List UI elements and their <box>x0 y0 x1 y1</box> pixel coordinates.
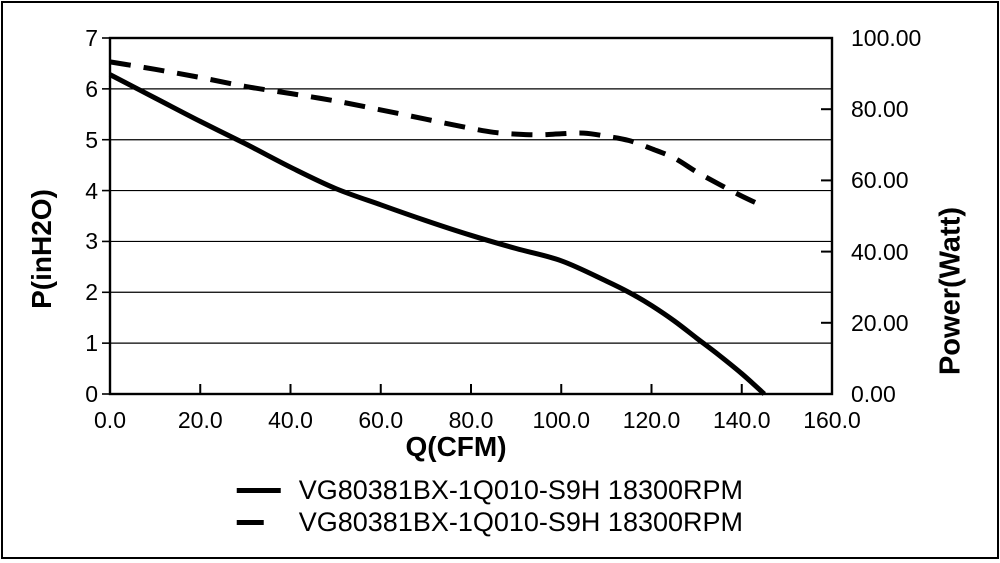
y-left-axis-title: P(inH2O) <box>26 189 57 309</box>
y-left-tick-label-1: 1 <box>85 330 98 357</box>
y-left-tick-label-0: 0 <box>85 381 98 407</box>
y-left-tick-label-6: 6 <box>85 75 98 102</box>
y-left-tick-label-7: 7 <box>85 25 98 51</box>
dashed-line-marker-icon <box>236 520 264 525</box>
x-tick-label-80.0: 80.0 <box>448 407 494 433</box>
x-tick-label-100.0: 100.0 <box>532 407 591 433</box>
y-left-tick-label-4: 4 <box>85 177 98 204</box>
x-axis-title: Q(CFM) <box>405 431 507 462</box>
legend-item-power-curve: VG80381BX-1Q010-S9H 18300RPM <box>236 507 744 537</box>
x-tick-label-0.0: 0.0 <box>94 407 126 433</box>
y-right-tick-label-80.00: 80.00 <box>851 96 909 123</box>
x-tick-label-20.0: 20.0 <box>177 407 223 433</box>
power-curve <box>109 59 766 209</box>
legend-item-pressure-curve: VG80381BX-1Q010-S9H 18300RPM <box>236 475 744 505</box>
y-right-tick-label-0.00: 0.00 <box>851 381 896 407</box>
x-tick-label-60.0: 60.0 <box>358 407 404 433</box>
pressure-curve <box>108 72 766 396</box>
y-right-tick-label-60.00: 60.00 <box>851 167 909 194</box>
x-tick-label-120.0: 120.0 <box>622 407 681 433</box>
legend-label: VG80381BX-1Q010-S9H 18300RPM <box>298 507 744 537</box>
legend-label: VG80381BX-1Q010-S9H 18300RPM <box>298 475 744 505</box>
y-right-tick-label-40.00: 40.00 <box>851 238 909 265</box>
solid-line-marker-icon <box>236 488 281 493</box>
y-right-tick-label-20.00: 20.00 <box>851 309 909 336</box>
y-left-tick-label-2: 2 <box>85 279 98 306</box>
y-right-tick-label-100.00: 100.00 <box>851 25 922 51</box>
x-tick-label-140.0: 140.0 <box>712 407 771 433</box>
x-tick-label-40.0: 40.0 <box>268 407 313 433</box>
x-tick-label-160.0: 160.0 <box>803 407 861 433</box>
y-left-tick-label-3: 3 <box>85 228 98 255</box>
chart-legend: VG80381BX-1Q010-S9H 18300RPM VG80381BX-1… <box>236 475 744 537</box>
plot-frame <box>108 36 834 396</box>
y-left-tick-label-5: 5 <box>85 126 98 153</box>
y-right-axis-title: Power(Watt) <box>934 206 967 376</box>
